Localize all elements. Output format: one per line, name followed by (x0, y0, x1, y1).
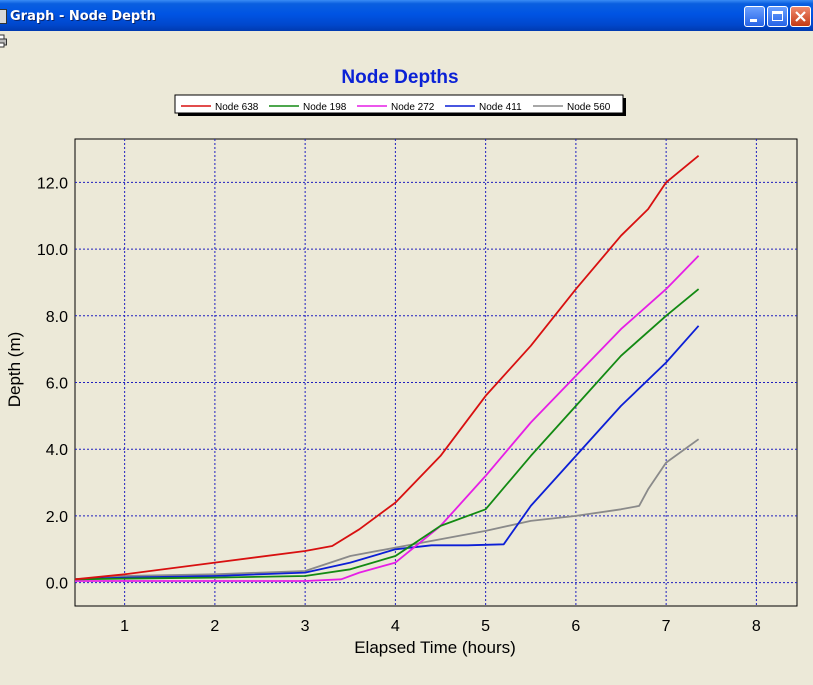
x-tick-label-6: 6 (571, 618, 580, 635)
maximize-button[interactable] (767, 6, 788, 27)
maximize-icon (772, 11, 783, 21)
y-axis-label: Depth (m) (5, 332, 24, 408)
series-line-node-272 (75, 255, 700, 582)
x-tick-label-1: 1 (120, 618, 129, 635)
close-button[interactable] (790, 6, 811, 27)
chart-legend (174, 94, 624, 114)
x-tick-label-5: 5 (481, 618, 490, 635)
chart-title: Node Depths (341, 67, 458, 88)
graph-app-icon (0, 9, 7, 24)
legend-label-1: Node 638 (215, 102, 259, 113)
y-tick-label-5: 10.0 (37, 242, 68, 259)
series-line-node-638 (74, 155, 700, 581)
legend-label-5: Node 560 (567, 102, 611, 113)
y-tick-label-4: 8.0 (46, 309, 68, 326)
node-depths-chart: Node Depths Node 638 Node 198 Node 272 Node … (5, 67, 798, 657)
x-tick-label-3: 3 (301, 618, 310, 635)
y-tick-label-3: 6.0 (46, 376, 68, 393)
x-tick-label-8: 8 (752, 618, 761, 635)
legend-label-3: Node 272 (391, 102, 435, 113)
series-line-node-411 (74, 325, 700, 581)
close-icon (795, 11, 806, 22)
y-tick-label-0: 0.0 (46, 576, 68, 593)
legend-label-2: Node 198 (303, 102, 347, 113)
x-tick-label-2: 2 (210, 618, 219, 635)
minimize-button[interactable] (744, 6, 765, 27)
y-tick-label-2: 4.0 (46, 442, 68, 459)
series-line-node-560 (74, 438, 700, 581)
window-titlebar[interactable]: Graph - Node Depth (0, 0, 813, 31)
x-tick-label-4: 4 (391, 618, 400, 635)
y-tick-label-1: 2.0 (46, 509, 68, 526)
y-tick-label-6: 12.0 (37, 175, 68, 192)
legend-label-4: Node 411 (479, 102, 522, 113)
plot-area (74, 138, 798, 607)
window-title: Graph - Node Depth (10, 9, 156, 24)
minimize-icon (750, 19, 757, 22)
print-icon[interactable] (0, 34, 8, 48)
series-line-node-198 (74, 288, 700, 581)
x-tick-label-7: 7 (662, 618, 671, 635)
x-axis-label: Elapsed Time (hours) (354, 638, 516, 657)
